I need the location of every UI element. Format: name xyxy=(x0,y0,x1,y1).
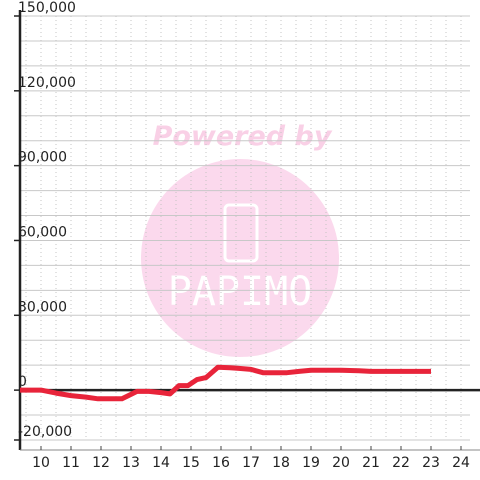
y-tick-label: 120,000 xyxy=(18,75,76,91)
x-tick-label: 22 xyxy=(392,455,410,471)
y-tick-label: 90,000 xyxy=(18,150,67,166)
y-tick-label: -20,000 xyxy=(18,424,72,440)
x-tick-label: 14 xyxy=(152,455,170,471)
watermark: Powered by PAPIMO xyxy=(141,121,339,357)
series-line xyxy=(20,364,431,402)
phone-icon xyxy=(223,203,259,263)
x-tick-label: 16 xyxy=(212,455,230,471)
x-tick-label: 12 xyxy=(92,455,110,471)
y-tick-label: 0 xyxy=(18,374,27,390)
x-tick-label: 20 xyxy=(332,455,350,471)
x-tick-label: 11 xyxy=(62,455,80,471)
x-tick-label: 23 xyxy=(422,455,440,471)
watermark-circle xyxy=(141,159,339,357)
x-tick-label: 24 xyxy=(452,455,470,471)
y-tick-label: 150,000 xyxy=(18,0,76,16)
x-tick-label: 21 xyxy=(362,455,380,471)
x-tick-label: 15 xyxy=(182,455,200,471)
x-tick-label: 17 xyxy=(242,455,260,471)
y-tick-label: 60,000 xyxy=(18,224,67,240)
x-tick-label: 19 xyxy=(302,455,320,471)
y-tick-label: 30,000 xyxy=(18,299,67,315)
watermark-logo-text: PAPIMO xyxy=(168,269,313,315)
x-tick-label: 18 xyxy=(272,455,290,471)
x-tick-label: 13 xyxy=(122,455,140,471)
tick-labels: 150,000 120,000 90,000 60,000 30,000 0 -20,000… xyxy=(18,0,470,471)
axes xyxy=(14,10,480,451)
watermark-text: Powered by xyxy=(153,121,333,152)
grid xyxy=(20,15,470,441)
series xyxy=(20,364,431,402)
x-tick-label: 10 xyxy=(32,455,50,471)
